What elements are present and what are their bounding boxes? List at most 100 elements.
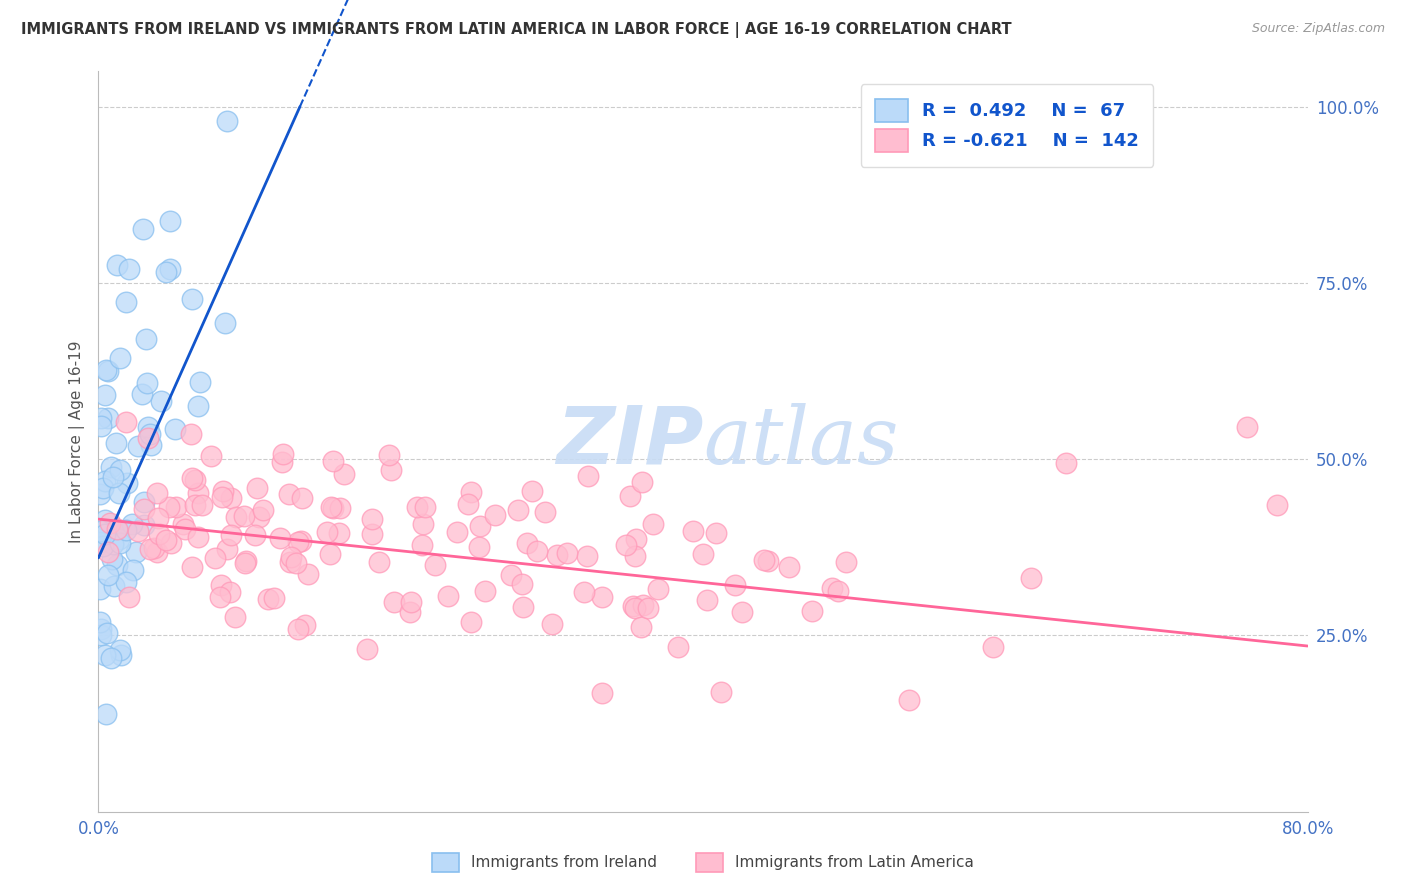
Point xyxy=(467,540,489,554)
Point xyxy=(710,685,733,699)
Point xyxy=(90,524,112,538)
Point xyxy=(225,509,247,524)
Point xyxy=(329,501,352,516)
Point xyxy=(382,595,405,609)
Point xyxy=(187,486,209,500)
Point xyxy=(204,550,226,565)
Point xyxy=(290,533,312,548)
Point xyxy=(219,528,242,542)
Point xyxy=(135,332,157,346)
Point xyxy=(103,579,125,593)
Point xyxy=(94,648,117,662)
Point xyxy=(101,552,124,566)
Point xyxy=(801,604,824,618)
Point xyxy=(181,471,204,485)
Point xyxy=(506,502,529,516)
Point xyxy=(399,606,422,620)
Point xyxy=(180,427,202,442)
Point xyxy=(256,592,278,607)
Point xyxy=(94,475,117,489)
Point xyxy=(115,415,138,429)
Point xyxy=(143,541,166,555)
Point xyxy=(637,600,659,615)
Point xyxy=(1236,420,1258,434)
Point xyxy=(136,420,159,434)
Point xyxy=(361,512,384,526)
Point xyxy=(105,522,128,536)
Point xyxy=(460,615,482,629)
Point xyxy=(89,487,111,501)
Point xyxy=(121,563,143,577)
Point xyxy=(630,619,652,633)
Point xyxy=(107,485,129,500)
Point xyxy=(704,526,727,541)
Point xyxy=(399,595,422,609)
Point xyxy=(97,411,120,425)
Point xyxy=(105,558,128,572)
Point xyxy=(614,538,637,552)
Point xyxy=(316,524,339,539)
Point xyxy=(134,518,156,533)
Point xyxy=(533,505,555,519)
Point xyxy=(243,528,266,542)
Point xyxy=(96,363,118,377)
Point xyxy=(297,566,319,581)
Point xyxy=(105,258,128,272)
Point xyxy=(423,558,446,572)
Point xyxy=(835,555,858,569)
Point xyxy=(94,706,117,721)
Point xyxy=(187,530,209,544)
Point xyxy=(115,295,138,310)
Point xyxy=(692,547,714,561)
Y-axis label: In Labor Force | Age 16-19: In Labor Force | Age 16-19 xyxy=(69,340,84,543)
Point xyxy=(555,546,578,560)
Point xyxy=(131,387,153,401)
Point xyxy=(546,548,568,562)
Point xyxy=(1267,498,1289,512)
Point xyxy=(180,559,202,574)
Point xyxy=(139,541,162,556)
Point xyxy=(100,459,122,474)
Point xyxy=(145,485,167,500)
Point xyxy=(621,599,644,613)
Point xyxy=(94,513,117,527)
Point xyxy=(287,535,309,549)
Point xyxy=(752,552,775,566)
Point xyxy=(1054,456,1077,470)
Point xyxy=(96,626,118,640)
Point xyxy=(278,555,301,569)
Point xyxy=(190,498,212,512)
Text: atlas: atlas xyxy=(703,403,898,480)
Point xyxy=(190,376,212,390)
Point xyxy=(212,484,235,499)
Point xyxy=(108,351,131,366)
Point xyxy=(235,554,257,568)
Point xyxy=(209,578,232,592)
Point xyxy=(591,590,613,604)
Point xyxy=(269,531,291,545)
Point xyxy=(821,581,844,595)
Point xyxy=(631,599,654,613)
Point xyxy=(271,455,294,469)
Point xyxy=(110,643,132,657)
Point xyxy=(149,393,172,408)
Point xyxy=(91,539,114,553)
Point xyxy=(90,623,112,637)
Point xyxy=(97,544,120,558)
Point xyxy=(322,454,344,468)
Point xyxy=(623,601,645,615)
Point xyxy=(90,628,112,642)
Point xyxy=(361,527,384,541)
Point xyxy=(101,470,124,484)
Point xyxy=(575,549,598,564)
Point xyxy=(101,536,124,550)
Point xyxy=(413,500,436,515)
Point xyxy=(436,589,458,603)
Point xyxy=(377,448,399,462)
Point xyxy=(159,261,181,276)
Point xyxy=(897,693,920,707)
Point xyxy=(291,491,314,505)
Text: ZIP: ZIP xyxy=(555,402,703,481)
Point xyxy=(157,500,180,515)
Point xyxy=(127,439,149,453)
